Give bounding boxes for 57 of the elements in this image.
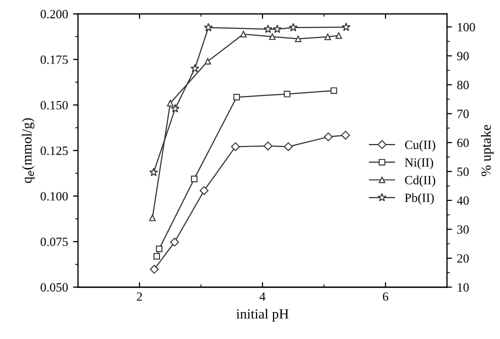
point (153, 253, 160, 260)
y2-tick-label: 40 (456, 196, 469, 205)
y-tick-label: 0.200 (40, 10, 68, 18)
point (170, 104, 180, 112)
point (166, 100, 174, 106)
y2-tick-label: 100 (458, 22, 475, 32)
point (204, 58, 212, 65)
y2-tick-label: 90 (457, 52, 469, 60)
point (294, 36, 302, 42)
point (149, 168, 158, 176)
y-tick-label: 0.075 (40, 238, 68, 246)
x-tick-label: 6 (382, 292, 388, 301)
y-tick-label: 0.150 (40, 101, 68, 110)
point (288, 22, 298, 32)
point (264, 24, 272, 34)
y2-tick-label: 50 (457, 168, 469, 176)
y-tick-label: 0.100 (40, 192, 68, 201)
point (264, 142, 272, 150)
point (231, 142, 240, 152)
y-tick-label: 0.125 (40, 146, 68, 156)
point (284, 142, 293, 152)
point (200, 186, 208, 196)
point (324, 132, 333, 142)
point (233, 94, 240, 100)
y2-tick-label: 30 (457, 225, 469, 234)
point (150, 264, 159, 274)
y2-tick-label: 60 (457, 138, 469, 148)
y-axis-title: q$_{e}$(mmol/g) (22, 118, 34, 183)
point (284, 90, 290, 98)
point (204, 22, 213, 32)
x-axis-title: initial pH (236, 308, 289, 322)
point (149, 214, 156, 222)
point (272, 24, 282, 34)
y2-axis-title: % uptake (481, 124, 494, 176)
y2-tick-label: 20 (457, 254, 469, 263)
x-tick-label: 2 (136, 292, 142, 301)
point (190, 176, 198, 182)
legend-label: Cd(II) (405, 176, 436, 187)
point (341, 130, 350, 140)
point (190, 64, 200, 72)
legend-label: Cu(II) (405, 140, 436, 152)
point (156, 246, 162, 252)
point (324, 34, 331, 40)
point (170, 238, 179, 247)
y-tick-label: 0.175 (40, 55, 68, 64)
point (240, 30, 247, 38)
point (335, 32, 342, 39)
y2-tick-label: 80 (457, 80, 469, 90)
point (342, 22, 351, 32)
legend-label: Ni(II) (404, 158, 434, 170)
legend-label: Pb(II) (404, 193, 434, 205)
point (269, 33, 276, 40)
x-tick-label: 4 (260, 292, 266, 301)
y-tick-label: 0.050 (40, 283, 68, 292)
y2-tick-label: 10 (458, 283, 469, 292)
point (330, 87, 338, 94)
y2-tick-label: 70 (458, 110, 469, 118)
